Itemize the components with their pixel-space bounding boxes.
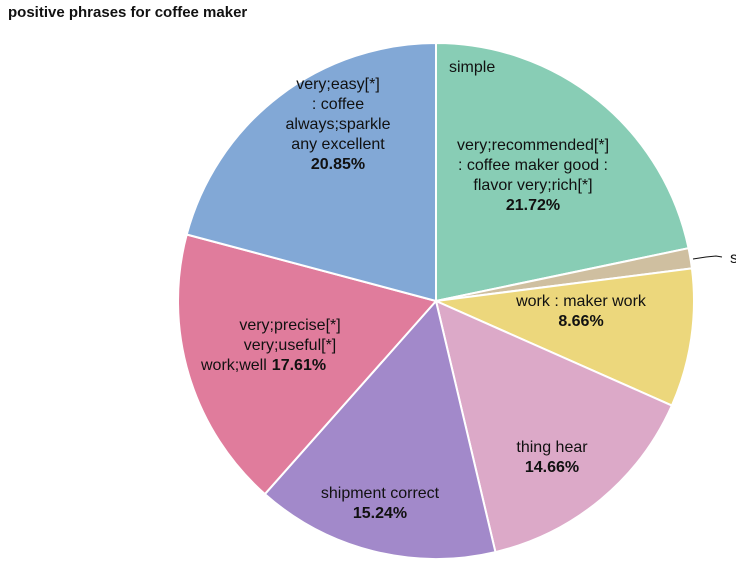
slice-value-label: 21.72% — [506, 197, 560, 214]
leader-line — [692, 255, 723, 260]
slice-label-line: very;precise[*] — [239, 317, 340, 334]
slice-label-line: simple — [449, 59, 495, 76]
slice-label-line: work : maker work — [515, 293, 647, 310]
slice-label-line: thing hear — [516, 439, 588, 456]
pie-slice — [263, 298, 497, 560]
slice-value-label: 20.85% — [311, 156, 365, 173]
slice-label: s — [730, 250, 736, 267]
slice-label-line: always;sparkle — [286, 116, 391, 133]
slice-label: very;precise[*] very;useful[*] work;well 17… — [200, 317, 341, 374]
slice-label-line: work;well — [200, 357, 267, 374]
slice-label: shipment correct 15.24% — [321, 485, 440, 522]
slice-label-line: : coffee — [312, 96, 364, 113]
pie-slice — [435, 41, 690, 303]
slice-label-line: shipment correct — [321, 485, 440, 502]
slice-label: work : maker work 8.66% — [515, 293, 647, 330]
pie-slice — [185, 41, 437, 303]
slice-value-label: 8.66% — [558, 313, 603, 330]
slice-label-line: very;easy[*] — [296, 76, 380, 93]
slice-label-line: very;recommended[*] — [457, 137, 609, 154]
slice-label-line: any excellent — [291, 136, 385, 153]
pie-slice — [432, 267, 695, 407]
slice-label-line: very;useful[*] — [244, 337, 336, 354]
slice-label: very;easy[*] : coffee always;sparkle any ex… — [286, 76, 391, 173]
slice-label-line: flavor very;rich[*] — [473, 177, 592, 194]
chart-title: positive phrases for coffee maker — [8, 4, 248, 21]
slice-label-line: : coffee maker good : — [458, 157, 608, 174]
slice-value-label: 15.24% — [353, 505, 407, 522]
slice-value-label: 14.66% — [525, 459, 579, 476]
pie-slice — [434, 299, 674, 554]
pie-slice — [177, 233, 438, 496]
slice-value-label: 17.61% — [272, 357, 326, 374]
slice-label-line: s — [730, 250, 736, 267]
slice-label: thing hear 14.66% — [516, 439, 588, 476]
slice-label: simple very;recommended[*] : coffee maker … — [449, 59, 609, 214]
